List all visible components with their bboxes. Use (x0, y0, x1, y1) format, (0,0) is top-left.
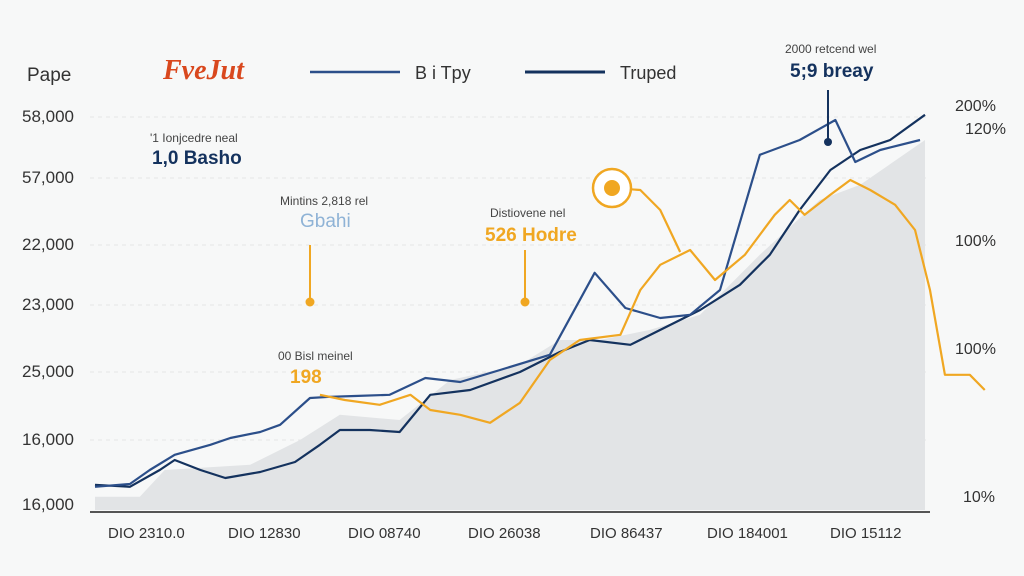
y-right-tick-label: 10% (963, 489, 996, 506)
annotation-caption: Mintins 2,818 rel (280, 194, 369, 208)
y-tick-label: 16,000 (22, 430, 74, 449)
annotation-value: 526 Hodre (485, 225, 577, 246)
x-tick-label: DIO 86437 (590, 525, 663, 542)
x-tick-label: DIO 08740 (348, 525, 421, 542)
y-tick-label: 23,000 (22, 295, 74, 314)
y-tick-label: 58,000 (22, 107, 74, 126)
y-tick-label: 57,000 (22, 168, 74, 187)
annotation-caption: 00 Bisl meinel (278, 349, 353, 363)
annotation-caption: Distiovene nel (490, 206, 566, 220)
brand-logo: FveJut (163, 55, 244, 86)
y-right-tick-label: 200% (955, 98, 996, 115)
y-tick-label: 25,000 (22, 362, 74, 381)
series-line-truped (94, 113, 926, 488)
annotation-value: 1,0 Basho (152, 148, 242, 169)
series-line-orange (319, 178, 986, 424)
y-right-tick-label: 120% (965, 121, 1006, 138)
y-tick-label: 16,000 (22, 495, 74, 514)
y-tick-label: 22,000 (22, 235, 74, 254)
annotation-value: 198 (290, 367, 322, 388)
x-tick-label: DIO 26038 (468, 525, 541, 542)
series-line-b-i-tpy (94, 118, 921, 488)
legend-label-truped: Truped (620, 63, 677, 83)
annotation-dot (520, 297, 530, 307)
legend-label-b-i-tpy: B i Tpy (415, 63, 471, 83)
annotation-dot (824, 138, 832, 146)
x-tick-label: DIO 2310.0 (108, 525, 185, 542)
annotation-caption: '1 Ionjcedre neal (150, 131, 238, 145)
x-tick-label: DIO 12830 (228, 525, 301, 542)
annotation-caption: 2000 retcend wel (785, 42, 877, 56)
y-right-tick-label: 100% (955, 233, 996, 250)
baseline-area (95, 140, 925, 510)
annotation-value: Gbahi (300, 211, 351, 232)
x-tick-label: DIO 184001 (707, 525, 788, 542)
x-tick-label: DIO 15112 (830, 525, 902, 542)
highlight-marker-dot (604, 180, 620, 196)
y-right-tick-label: 100% (955, 341, 996, 358)
page-title: Pape (27, 65, 72, 86)
annotation-dot (305, 297, 315, 307)
annotation-value: 5;9 breay (790, 61, 874, 82)
